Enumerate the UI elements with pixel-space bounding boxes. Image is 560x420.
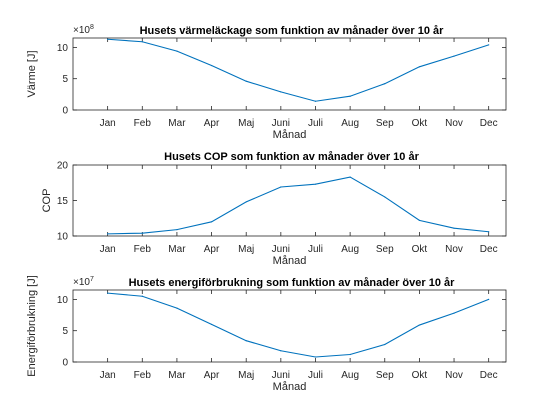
x-tick-label-nov: Nov (445, 118, 463, 129)
data-point-nov (453, 227, 455, 229)
x-axis-label-3: Månad (273, 381, 307, 393)
y-tick-label: 0 (62, 106, 68, 117)
x-tick-label-mar: Mar (168, 370, 186, 381)
x-tick-label-okt: Okt (412, 244, 428, 255)
x-tick-label-dec: Dec (480, 244, 498, 255)
x-tick-label-jan: Jan (100, 370, 116, 381)
data-point-apr (210, 221, 213, 223)
x-tick-label-juni: Juni (272, 370, 290, 381)
x-tick-label-apr: Apr (204, 118, 220, 129)
x-tick-label-jan: Jan (100, 244, 116, 255)
data-point-juli (314, 183, 317, 185)
data-point-mar (176, 50, 178, 52)
y-axis-label-1: Värme [J] (26, 50, 38, 97)
data-point-mar (176, 229, 178, 231)
plot-area-3 (72, 289, 507, 363)
x-tick-label-dec: Dec (480, 370, 498, 381)
y-tick-label: 10 (57, 43, 69, 54)
data-point-juli (314, 356, 317, 358)
data-point-feb (141, 295, 143, 297)
y-tick-label: 15 (57, 196, 69, 207)
data-point-apr (210, 323, 213, 326)
y-tick-label: 10 (57, 232, 69, 243)
x-tick-label-maj: Maj (238, 118, 254, 129)
data-point-aug (349, 353, 351, 356)
data-point-maj (245, 201, 247, 203)
data-point-dec (488, 298, 490, 300)
series-line-3 (107, 292, 489, 358)
plot-area-1 (72, 37, 507, 111)
x-tick-label-juli: Juli (308, 370, 323, 381)
chart-title-2: Husets COP som funktion av månader över … (164, 151, 419, 163)
y-tick-label: 0 (62, 358, 68, 369)
x-tick-label-nov: Nov (445, 244, 463, 255)
x-tick-label-sep: Sep (376, 244, 394, 255)
x-tick-label-maj: Maj (238, 370, 254, 381)
y-exponent-label: ×107 (73, 276, 94, 288)
x-tick-label-juni: Juni (272, 244, 290, 255)
data-point-juni (280, 350, 282, 352)
data-point-sep (384, 196, 386, 198)
x-tick-label-feb: Feb (134, 244, 152, 255)
x-tick-label-nov: Nov (445, 370, 463, 381)
data-point-maj (245, 80, 247, 82)
data-point-feb (141, 232, 143, 234)
data-point-juli (314, 100, 317, 102)
data-point-mar (176, 307, 178, 309)
data-point-nov (453, 55, 455, 57)
x-tick-label-juli: Juli (308, 244, 323, 255)
x-tick-label-mar: Mar (168, 244, 186, 255)
x-tick-label-feb: Feb (134, 118, 152, 129)
y-tick-label: 5 (62, 326, 68, 337)
data-point-juni (280, 186, 282, 188)
data-point-juni (280, 91, 282, 93)
x-tick-label-jan: Jan (100, 118, 116, 129)
series-line-2 (107, 176, 489, 235)
x-tick-label-feb: Feb (134, 370, 152, 381)
y-exponent-label: ×108 (73, 24, 94, 36)
data-point-okt (418, 66, 420, 68)
x-tick-label-okt: Okt (412, 118, 428, 129)
y-tick-label: 20 (57, 161, 69, 172)
x-tick-label-juli: Juli (308, 118, 323, 129)
x-tick-label-dec: Dec (480, 118, 498, 129)
data-point-jan (107, 292, 109, 294)
data-point-nov (453, 312, 455, 314)
x-tick-label-aug: Aug (341, 118, 359, 129)
series-line-1 (107, 38, 489, 102)
x-tick-label-aug: Aug (341, 244, 359, 255)
data-point-dec (488, 44, 490, 46)
x-tick-label-sep: Sep (376, 118, 394, 129)
x-tick-label-apr: Apr (204, 244, 220, 255)
x-axis-label-2: Månad (273, 255, 307, 267)
data-point-apr (210, 64, 213, 67)
data-point-okt (418, 219, 420, 221)
x-tick-label-juni: Juni (272, 118, 290, 129)
y-tick-label: 10 (57, 295, 69, 306)
data-point-sep (384, 83, 386, 85)
x-tick-label-sep: Sep (376, 370, 394, 381)
data-point-feb (141, 41, 143, 43)
chart-title-1: Husets värmeläckage som funktion av måna… (140, 25, 445, 37)
chart-title-3: Husets energiförbrukning som funktion av… (129, 277, 456, 289)
data-point-aug (349, 95, 351, 97)
data-point-jan (107, 38, 109, 40)
data-point-jan (107, 233, 109, 235)
x-tick-label-aug: Aug (341, 370, 359, 381)
data-point-maj (245, 340, 247, 342)
x-tick-label-apr: Apr (204, 370, 220, 381)
y-tick-label: 5 (62, 74, 68, 85)
x-tick-label-mar: Mar (168, 118, 186, 129)
data-point-sep (384, 343, 386, 346)
x-tick-label-okt: Okt (412, 370, 428, 381)
x-axis-label-1: Månad (273, 129, 307, 141)
y-axis-label-3: Energiförbrukning [J] (26, 275, 38, 377)
x-tick-label-maj: Maj (238, 244, 254, 255)
data-point-dec (488, 231, 490, 233)
data-point-okt (418, 324, 420, 326)
data-point-aug (349, 176, 351, 178)
y-axis-label-2: COP (41, 189, 53, 213)
